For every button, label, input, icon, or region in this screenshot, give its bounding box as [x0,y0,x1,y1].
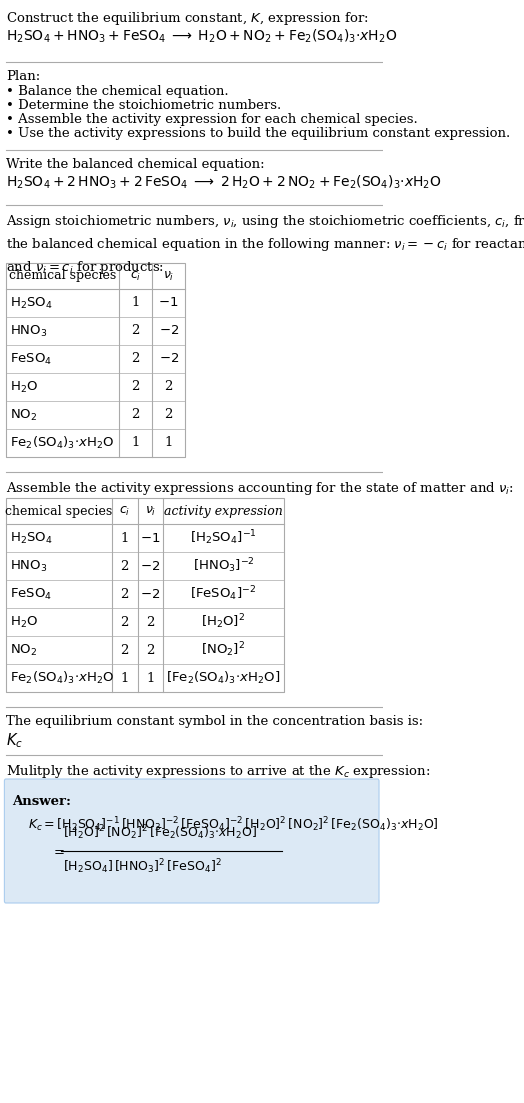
Text: 2: 2 [146,615,155,629]
Text: $\text{H}_2\text{O}$: $\text{H}_2\text{O}$ [10,379,38,395]
Text: chemical species: chemical species [9,269,116,282]
Text: Assemble the activity expressions accounting for the state of matter and $\nu_i$: Assemble the activity expressions accoun… [6,480,514,497]
Text: Answer:: Answer: [12,795,71,808]
Text: $-1$: $-1$ [140,532,160,545]
Text: $c_i$: $c_i$ [119,504,130,517]
FancyBboxPatch shape [4,779,379,903]
Text: $\text{H}_2\text{SO}_4$: $\text{H}_2\text{SO}_4$ [10,531,53,546]
Text: activity expression: activity expression [164,504,283,517]
Text: $\text{Fe}_2(\text{SO}_4)_3{\cdot}x\text{H}_2\text{O}$: $\text{Fe}_2(\text{SO}_4)_3{\cdot}x\text… [10,435,114,451]
Text: $\text{FeSO}_4$: $\text{FeSO}_4$ [10,587,52,601]
Text: $\text{Fe}_2(\text{SO}_4)_3{\cdot}x\text{H}_2\text{O}$: $\text{Fe}_2(\text{SO}_4)_3{\cdot}x\text… [10,670,114,686]
Text: 2: 2 [165,408,173,421]
Text: $[\text{FeSO}_4]^{-2}$: $[\text{FeSO}_4]^{-2}$ [190,585,257,603]
Text: 2: 2 [121,643,129,656]
Text: chemical species: chemical species [5,504,113,517]
Text: • Use the activity expressions to build the equilibrium constant expression.: • Use the activity expressions to build … [6,127,510,140]
Text: $\text{FeSO}_4$: $\text{FeSO}_4$ [10,352,52,366]
Text: $-2$: $-2$ [140,588,160,600]
Text: 2: 2 [132,408,140,421]
Text: $[\text{H}_2\text{O}]^2\,[\text{NO}_2]^2\,[\text{Fe}_2(\text{SO}_4)_3{\cdot}x\te: $[\text{H}_2\text{O}]^2\,[\text{NO}_2]^2… [63,824,257,843]
Text: Plan:: Plan: [6,69,40,83]
Text: Mulitply the activity expressions to arrive at the $K_c$ expression:: Mulitply the activity expressions to arr… [6,763,430,780]
Text: $-2$: $-2$ [140,559,160,572]
Text: $\nu_i$: $\nu_i$ [145,504,156,517]
Text: $\text{HNO}_3$: $\text{HNO}_3$ [10,558,48,574]
Text: $-2$: $-2$ [159,353,179,365]
Text: 2: 2 [121,615,129,629]
Text: $\text{NO}_2$: $\text{NO}_2$ [10,407,38,422]
Text: $[\text{H}_2\text{SO}_4]\,[\text{HNO}_3]^2\,[\text{FeSO}_4]^2$: $[\text{H}_2\text{SO}_4]\,[\text{HNO}_3]… [63,858,222,877]
Text: $[\text{NO}_2]^2$: $[\text{NO}_2]^2$ [202,641,246,660]
Text: $[\text{Fe}_2(\text{SO}_4)_3{\cdot}x\text{H}_2\text{O}]$: $[\text{Fe}_2(\text{SO}_4)_3{\cdot}x\tex… [167,670,281,686]
Text: The equilibrium constant symbol in the concentration basis is:: The equilibrium constant symbol in the c… [6,715,423,728]
Text: $\text{NO}_2$: $\text{NO}_2$ [10,642,38,657]
Text: 2: 2 [165,381,173,394]
Bar [6,497,284,692]
Text: 1: 1 [146,672,155,685]
Text: $-2$: $-2$ [159,324,179,338]
Text: $=$: $=$ [51,845,66,857]
Text: 1: 1 [121,672,129,685]
Text: $c_i$: $c_i$ [130,269,141,282]
Text: $K_c$: $K_c$ [6,731,23,750]
Text: • Assemble the activity expression for each chemical species.: • Assemble the activity expression for e… [6,113,418,126]
Text: $\text{H}_2\text{SO}_4 + 2\,\text{HNO}_3 + 2\,\text{FeSO}_4 \;\longrightarrow\; : $\text{H}_2\text{SO}_4 + 2\,\text{HNO}_3… [6,174,441,192]
Text: 1: 1 [132,437,140,450]
Text: Assign stoichiometric numbers, $\nu_i$, using the stoichiometric coefficients, $: Assign stoichiometric numbers, $\nu_i$, … [6,213,524,276]
Text: $\text{H}_2\text{O}$: $\text{H}_2\text{O}$ [10,614,38,630]
Text: 1: 1 [165,437,173,450]
Text: $[\text{H}_2\text{SO}_4]^{-1}$: $[\text{H}_2\text{SO}_4]^{-1}$ [190,528,257,547]
Text: 2: 2 [132,381,140,394]
Text: • Balance the chemical equation.: • Balance the chemical equation. [6,85,228,98]
Bar [6,263,185,457]
Text: 2: 2 [121,559,129,572]
Text: 2: 2 [132,324,140,338]
Text: $K_c = [\text{H}_2\text{SO}_4]^{-1}\,[\text{HNO}_3]^{-2}\,[\text{FeSO}_4]^{-2}\,: $K_c = [\text{H}_2\text{SO}_4]^{-1}\,[\t… [28,815,439,834]
Text: Write the balanced chemical equation:: Write the balanced chemical equation: [6,158,265,171]
Text: 1: 1 [132,297,140,310]
Text: $\text{H}_2\text{SO}_4 + \text{HNO}_3 + \text{FeSO}_4 \;\longrightarrow\; \text{: $\text{H}_2\text{SO}_4 + \text{HNO}_3 + … [6,28,397,45]
Text: • Determine the stoichiometric numbers.: • Determine the stoichiometric numbers. [6,99,281,113]
Text: 2: 2 [146,643,155,656]
Text: Construct the equilibrium constant, $K$, expression for:: Construct the equilibrium constant, $K$,… [6,10,368,26]
Text: 2: 2 [121,588,129,600]
Text: $\text{H}_2\text{SO}_4$: $\text{H}_2\text{SO}_4$ [10,296,53,311]
Text: $[\text{HNO}_3]^{-2}$: $[\text{HNO}_3]^{-2}$ [193,557,255,576]
Text: $-1$: $-1$ [158,297,179,310]
Text: $\text{HNO}_3$: $\text{HNO}_3$ [10,323,48,339]
Text: $\nu_i$: $\nu_i$ [163,269,174,282]
Text: 1: 1 [121,532,129,545]
Text: 2: 2 [132,353,140,365]
Text: $[\text{H}_2\text{O}]^2$: $[\text{H}_2\text{O}]^2$ [201,612,246,631]
